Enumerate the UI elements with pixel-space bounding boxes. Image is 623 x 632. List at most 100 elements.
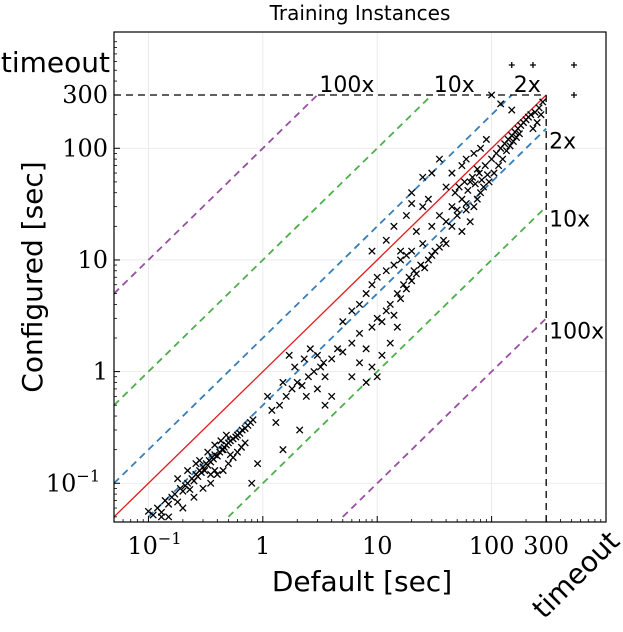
data-point [402,251,411,259]
data-point [502,147,511,155]
data-point [382,236,390,244]
data-point [355,359,364,367]
data-point [412,270,421,278]
cutoff-lines [114,94,547,522]
data-point [300,355,308,363]
data-point [204,448,212,456]
timeout-point [571,92,577,99]
y-tick-label: 10 [77,246,108,274]
data-point [306,345,314,353]
y-axis-label: Configured [sec] [16,161,49,392]
y-tick-label: 1 [93,358,108,386]
data-point [470,203,478,211]
data-point [421,264,429,272]
data-point [293,378,301,387]
data-point [164,513,173,521]
speedup-line-10x-below [227,206,547,518]
data-point [382,267,390,275]
data-point [268,406,276,414]
data-point [460,178,469,186]
data-point [197,468,205,477]
data-point [173,498,182,506]
speedup-line-10x-above [114,94,433,406]
data-point [506,142,514,150]
data-point [373,273,381,281]
data-point [476,189,485,197]
data-point [470,149,478,158]
data-point [393,289,402,298]
speedup-line-100x-below [342,317,547,518]
data-point [466,178,474,186]
data-point [333,345,342,353]
data-point [499,155,507,163]
data-point [348,339,356,347]
data-point [390,222,398,230]
data-point [509,137,518,146]
data-point [386,300,394,309]
data-point [508,106,516,114]
data-point [462,155,470,163]
data-point [328,355,336,363]
data-point [368,323,376,331]
data-point [382,307,390,315]
data-point [402,211,411,220]
data-point [348,307,356,315]
data-point [219,466,227,475]
data-point [435,155,444,163]
identity-line [114,94,547,518]
data-point [475,169,483,177]
speedup-label-100x-below: 100x [549,319,604,344]
data-point [386,339,394,347]
data-point [219,446,227,454]
data-point [451,189,459,197]
data-point [448,169,456,177]
data-point [373,314,381,322]
data-point [149,511,157,519]
data-point [527,111,535,119]
data-point [362,345,370,353]
data-point [442,218,450,226]
chart-title: Training Instances [269,1,451,25]
speedup-label-10x-above: 10x [434,73,475,98]
data-point [399,281,408,289]
data-point [487,155,496,163]
data-point [487,91,496,99]
data-point [248,479,256,487]
data-point [407,199,416,208]
data-point [419,203,427,211]
reference-lines [114,94,547,518]
data-point [396,256,405,264]
data-point [279,378,287,387]
speedup-line-2x-above [114,94,513,484]
data-point [458,161,466,170]
data-point [368,281,376,289]
timeout-point [529,62,536,68]
data-point [368,247,376,255]
speedup-label-10x-below: 10x [549,208,590,233]
data-point [362,378,370,387]
data-point [537,111,545,119]
speedup-label-2x-below: 2x [549,130,576,155]
speedup-line-2x-below [147,127,547,518]
data-point [288,385,296,393]
data-point [199,484,207,493]
data-point [213,470,221,479]
data-point [226,451,234,459]
data-point [464,186,472,195]
data-point [179,487,187,495]
data-point [298,381,306,390]
data-point [428,251,436,259]
data-point [355,300,364,309]
data-point [144,507,153,516]
data-point [442,239,450,248]
data-point [453,206,461,214]
data-point [207,479,215,487]
data-point [378,318,386,326]
speedup-label-2x-above: 2x [514,73,541,98]
data-point [192,459,200,468]
y-tick-label: 100 [62,134,108,162]
data-point [171,490,179,498]
data-point [407,189,416,197]
data-point [424,256,433,264]
